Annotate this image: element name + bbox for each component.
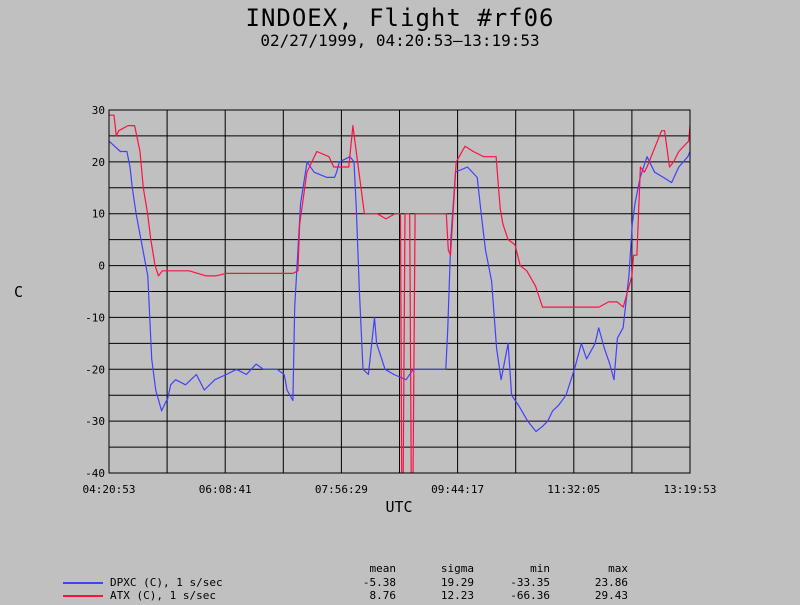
stat-mean-dpxc: -5.38 — [362, 576, 396, 589]
stat-min-atx: -66.36 — [510, 589, 550, 602]
stats-header-min: min — [530, 562, 550, 575]
x-tick-label: 11:32:05 — [547, 483, 600, 496]
legend-swatch-dpxc — [63, 582, 103, 584]
stat-max-dpxc: 23.86 — [594, 576, 628, 589]
legend-label-atx: ATX (C), 1 s/sec — [110, 589, 216, 602]
x-tick-labels: 04:20:53 06:08:41 07:56:29 09:44:17 11:32:05… — [83, 483, 717, 496]
stats-table: mean sigma min max DPXC (C), 1 s/sec -5.… — [0, 560, 800, 605]
stat-sigma-dpxc: 19.29 — [440, 576, 474, 589]
x-tick-label: 13:19:53 — [664, 483, 717, 496]
stat-min-dpxc: -33.35 — [510, 576, 550, 589]
x-tick-label: 04:20:53 — [83, 483, 136, 496]
chart-plot: -40 -30 -20 -10 0 10 20 30 04:20:53 06:08:41 07:5… — [14, 104, 717, 516]
y-tick-label: 10 — [92, 208, 105, 221]
stats-header-mean: mean — [369, 562, 397, 575]
y-tick-labels: -40 -30 -20 -10 0 10 20 30 — [85, 104, 105, 480]
stats-row-dpxc: DPXC (C), 1 s/sec -5.38 19.29 -33.35 23.… — [0, 576, 800, 589]
series-line-dpxc — [109, 140, 690, 433]
y-tick-label: 0 — [98, 260, 105, 273]
stat-sigma-atx: 12.23 — [440, 589, 474, 602]
y-tick-label: -30 — [85, 415, 105, 428]
y-tick-label: 20 — [92, 156, 105, 169]
stats-header: mean sigma min max — [0, 562, 800, 575]
series-line-atx — [109, 114, 690, 473]
stats-row-atx: ATX (C), 1 s/sec 8.76 12.23 -66.36 29.43 — [0, 589, 800, 602]
chart-subtitle: 02/27/1999, 04:20:53–13:19:53 — [260, 31, 540, 50]
series-group — [109, 114, 690, 473]
y-tick-label: -20 — [85, 363, 105, 376]
legend-label-dpxc: DPXC (C), 1 s/sec — [110, 576, 223, 589]
stats-header-sigma: sigma — [440, 562, 474, 575]
grid — [109, 110, 690, 473]
plot-frame — [108, 109, 691, 474]
stat-mean-atx: 8.76 — [369, 589, 397, 602]
x-axis-label: UTC — [385, 498, 412, 516]
chart-title: INDOEX, Flight #rf06 — [245, 4, 555, 32]
x-tick-label: 09:44:17 — [431, 483, 484, 496]
stats-header-max: max — [608, 562, 628, 575]
x-tick-label: 07:56:29 — [315, 483, 368, 496]
stat-max-atx: 29.43 — [594, 589, 628, 602]
y-tick-label: 30 — [92, 104, 105, 117]
x-tick-label: 06:08:41 — [199, 483, 252, 496]
y-axis-label: C — [14, 283, 23, 301]
legend-swatch-atx — [63, 595, 103, 597]
y-tick-label: -40 — [85, 467, 105, 480]
y-tick-label: -10 — [85, 311, 105, 324]
